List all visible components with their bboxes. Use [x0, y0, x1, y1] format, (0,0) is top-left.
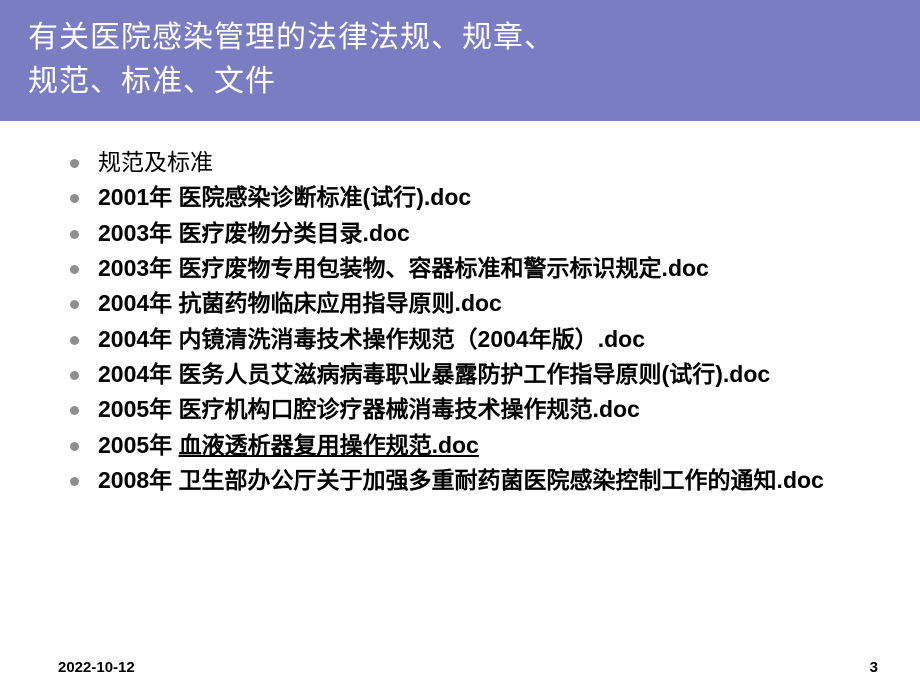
footer-date: 2022-10-12 — [58, 659, 135, 676]
list-item-text: 2004年 医务人员艾滋病病毒职业暴露防护工作指导原则(试行).doc — [98, 361, 770, 387]
list-item-text: 2005年 医疗机构口腔诊疗器械消毒技术操作规范.doc — [98, 396, 640, 422]
list-item-text: 2001年 医院感染诊断标准(试行).doc — [98, 184, 471, 210]
slide-content: 规范及标准 2001年 医院感染诊断标准(试行).doc 2003年 医疗废物分… — [0, 124, 920, 497]
list-item-prefix: 2005年 — [98, 432, 179, 458]
list-item-text: 2004年 内镜清洗消毒技术操作规范（2004年版）.doc — [98, 326, 645, 352]
list-item: 2001年 医院感染诊断标准(试行).doc — [70, 181, 870, 214]
list-item: 2008年 卫生部办公厅关于加强多重耐药菌医院感染控制工作的通知.doc — [70, 464, 870, 497]
slide-title: 有关医院感染管理的法律法规、规章、 规范、标准、文件 — [28, 16, 892, 103]
slide-footer: 2022-10-12 3 — [0, 659, 920, 676]
list-item-text: 2008年 卫生部办公厅关于加强多重耐药菌医院感染控制工作的通知.doc — [98, 467, 824, 493]
list-item: 2004年 医务人员艾滋病病毒职业暴露防护工作指导原则(试行).doc — [70, 358, 870, 391]
list-item: 规范及标准 — [70, 146, 870, 179]
list-item: 2005年 血液透析器复用操作规范.doc — [70, 429, 870, 462]
list-item-text: 规范及标准 — [98, 149, 213, 175]
list-item: 2005年 医疗机构口腔诊疗器械消毒技术操作规范.doc — [70, 393, 870, 426]
slide: 有关医院感染管理的法律法规、规章、 规范、标准、文件 规范及标准 2001年 医… — [0, 0, 920, 690]
list-item: 2004年 抗菌药物临床应用指导原则.doc — [70, 287, 870, 320]
title-line-1: 有关医院感染管理的法律法规、规章、 — [28, 21, 555, 54]
bullet-list: 规范及标准 2001年 医院感染诊断标准(试行).doc 2003年 医疗废物分… — [70, 146, 870, 497]
slide-header: 有关医院感染管理的法律法规、规章、 规范、标准、文件 — [0, 0, 920, 124]
title-line-2: 规范、标准、文件 — [28, 65, 276, 98]
list-item-text: 2004年 抗菌药物临床应用指导原则.doc — [98, 290, 502, 316]
list-item-text: 2003年 医疗废物专用包装物、容器标准和警示标识规定.doc — [98, 255, 709, 281]
list-item-link[interactable]: 血液透析器复用操作规范.doc — [179, 432, 479, 458]
list-item: 2003年 医疗废物分类目录.doc — [70, 217, 870, 250]
list-item: 2003年 医疗废物专用包装物、容器标准和警示标识规定.doc — [70, 252, 870, 285]
list-item-text: 2003年 医疗废物分类目录.doc — [98, 220, 410, 246]
list-item: 2004年 内镜清洗消毒技术操作规范（2004年版）.doc — [70, 323, 870, 356]
footer-page-number: 3 — [870, 659, 878, 676]
